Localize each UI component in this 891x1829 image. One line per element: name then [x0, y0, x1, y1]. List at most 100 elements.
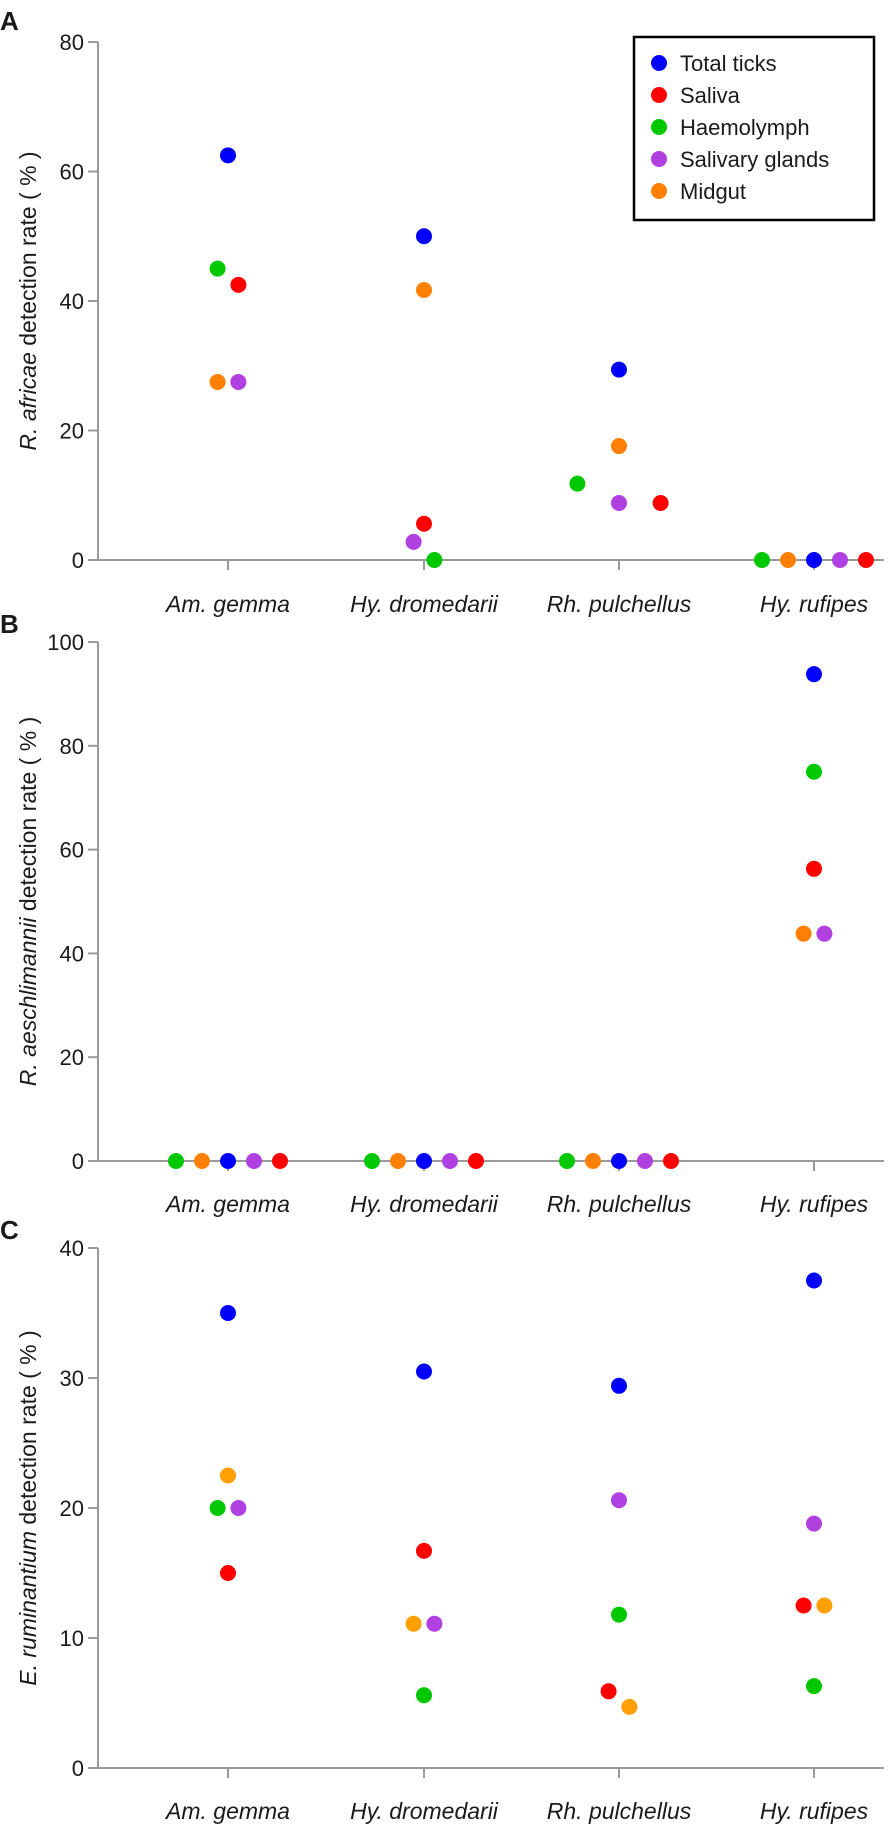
- y-axis-title-species: R. aeschlimannii: [15, 917, 41, 1087]
- data-point-haemolymph: [754, 552, 770, 568]
- x-category-label: Rh. pulchellus: [547, 1191, 692, 1217]
- data-point-salivary-glands: [611, 495, 627, 512]
- data-point-midgut: [194, 1153, 210, 1169]
- y-tick-label: 80: [60, 30, 84, 55]
- data-point-total-ticks: [416, 228, 432, 245]
- y-tick-label: 20: [60, 1045, 84, 1070]
- data-point-haemolymph: [426, 552, 443, 568]
- x-category-label: Am. gemma: [164, 1798, 290, 1824]
- y-tick-label: 40: [60, 941, 84, 966]
- data-point-saliva: [416, 515, 432, 532]
- y-tick-label: 10: [60, 1626, 84, 1651]
- data-point-saliva: [220, 1565, 236, 1581]
- data-point-haemolymph: [611, 1606, 627, 1623]
- data-point-midgut: [795, 925, 812, 942]
- y-axis-title-text: detection rate ( % ): [15, 1330, 41, 1531]
- y-axis-title-species: R. africae: [15, 352, 41, 450]
- y-axis-title-text: detection rate ( % ): [15, 717, 41, 918]
- data-point-salivary-glands: [230, 373, 247, 390]
- y-axis-title-text: detection rate ( % ): [15, 151, 41, 352]
- x-category-label: Rh. pulchellus: [547, 1798, 692, 1824]
- data-point-total-ticks: [220, 1305, 236, 1321]
- data-point-haemolymph: [209, 1500, 226, 1516]
- legend-marker: [651, 87, 667, 103]
- x-category-label: Hy. rufipes: [760, 1798, 869, 1824]
- y-tick-label: 0: [72, 1149, 84, 1174]
- y-axis-title: R. africae detection rate ( % ): [15, 151, 41, 450]
- y-axis-title: E. ruminantium detection rate ( % ): [15, 1330, 41, 1685]
- data-point-haemolymph: [364, 1153, 380, 1169]
- data-point-salivary-glands: [637, 1153, 653, 1169]
- x-category-label: Hy. dromedarii: [350, 1191, 499, 1217]
- y-tick-label: 80: [60, 734, 84, 759]
- legend-label: Saliva: [680, 83, 741, 108]
- data-point-saliva: [416, 1542, 432, 1559]
- data-point-midgut: [390, 1153, 406, 1169]
- data-point-saliva: [272, 1153, 288, 1169]
- y-axis-title-species: E. ruminantium: [15, 1531, 41, 1686]
- data-point-total-ticks: [806, 1272, 822, 1289]
- x-category-label: Am. gemma: [164, 591, 290, 617]
- data-point-midgut: [621, 1698, 638, 1715]
- legend: Total ticks Saliva Haemolymph Salivary glan…: [632, 35, 876, 222]
- data-point-saliva: [795, 1597, 812, 1614]
- data-point-salivary-glands: [611, 1492, 627, 1509]
- data-point-salivary-glands: [246, 1153, 262, 1169]
- y-tick-label: 40: [60, 289, 84, 314]
- x-category-label: Hy. dromedarii: [350, 1798, 499, 1824]
- data-point-saliva: [600, 1683, 617, 1700]
- y-tick-label: 30: [60, 1366, 84, 1391]
- data-point-midgut: [611, 438, 627, 455]
- data-point-salivary-glands: [816, 925, 833, 942]
- data-point-salivary-glands: [442, 1153, 458, 1169]
- data-point-haemolymph: [168, 1153, 184, 1169]
- y-tick-label: 100: [47, 630, 84, 655]
- panel-letter: A: [0, 6, 19, 36]
- panel-c: C 0 10 20 30 40 Am. gemma Hy. dromedarii Rh. pul…: [0, 1215, 884, 1824]
- data-point-salivary-glands: [230, 1500, 247, 1516]
- panel-a: A 0 20 40 60 80 Am. gemma Hy. dromedarii Rh. pul…: [0, 6, 884, 617]
- data-point-total-ticks: [416, 1153, 432, 1169]
- data-point-saliva: [858, 552, 874, 568]
- data-point-salivary-glands: [806, 1515, 822, 1532]
- data-point-total-ticks: [611, 361, 627, 378]
- data-point-total-ticks: [220, 147, 236, 164]
- x-category-label: Rh. pulchellus: [547, 591, 692, 617]
- data-point-saliva: [230, 276, 247, 293]
- y-tick-label: 40: [60, 1236, 84, 1261]
- legend-label: Midgut: [680, 179, 746, 204]
- data-point-total-ticks: [806, 552, 822, 568]
- data-point-salivary-glands: [426, 1615, 443, 1632]
- data-point-total-ticks: [806, 666, 822, 683]
- y-tick-label: 0: [72, 548, 84, 573]
- data-point-haemolymph: [569, 475, 586, 492]
- panel-letter: B: [0, 609, 19, 639]
- x-category-label: Hy. rufipes: [760, 1191, 869, 1217]
- legend-label: Haemolymph: [680, 115, 810, 140]
- data-point-midgut: [209, 373, 226, 390]
- data-point-midgut: [416, 281, 432, 298]
- data-point-salivary-glands: [405, 533, 422, 550]
- legend-marker: [651, 119, 667, 135]
- data-point-midgut: [816, 1597, 833, 1614]
- data-point-haemolymph: [209, 260, 226, 277]
- x-category-label: Am. gemma: [164, 1191, 290, 1217]
- data-point-total-ticks: [611, 1377, 627, 1394]
- data-point-total-ticks: [220, 1153, 236, 1169]
- data-point-midgut: [220, 1467, 236, 1484]
- data-point-saliva: [468, 1153, 484, 1169]
- data-point-midgut: [780, 552, 796, 568]
- data-point-saliva: [806, 860, 822, 877]
- data-point-total-ticks: [416, 1363, 432, 1380]
- legend-marker: [651, 151, 667, 167]
- legend-marker: [651, 55, 667, 71]
- data-point-midgut: [585, 1153, 601, 1169]
- y-tick-label: 60: [60, 160, 84, 185]
- x-category-label: Hy. rufipes: [760, 591, 869, 617]
- data-point-midgut: [405, 1615, 422, 1632]
- y-tick-label: 0: [72, 1756, 84, 1781]
- legend-label: Total ticks: [680, 51, 777, 76]
- panel-letter: C: [0, 1215, 19, 1245]
- data-point-haemolymph: [559, 1153, 575, 1169]
